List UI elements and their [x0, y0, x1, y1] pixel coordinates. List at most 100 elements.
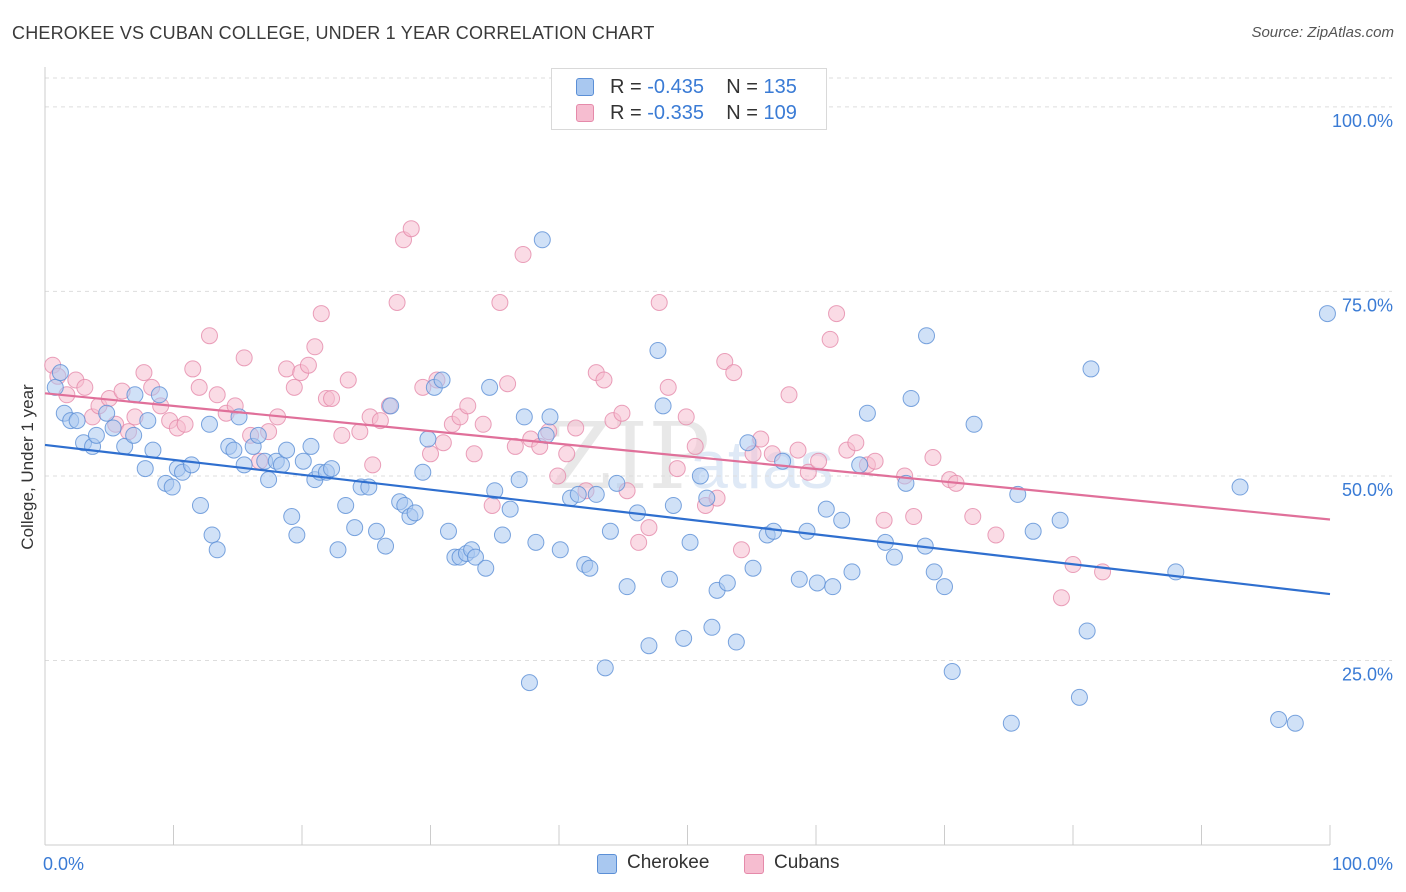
cubans-point	[549, 467, 567, 485]
cherokee-point	[739, 434, 757, 452]
cubans-legend-swatch	[744, 854, 764, 874]
cherokee-point	[765, 522, 783, 540]
cubans-point	[905, 508, 923, 526]
chart-title: CHEROKEE VS CUBAN COLLEGE, UNDER 1 YEAR …	[12, 23, 655, 43]
cherokee-point	[283, 508, 301, 526]
y-tick-label: 75.0%	[1342, 295, 1393, 315]
legend-r-value: -0.335	[647, 102, 704, 124]
cubans-point	[650, 294, 668, 311]
cherokee-point	[703, 618, 721, 636]
cherokee-point	[520, 674, 538, 692]
cubans-point	[875, 511, 893, 529]
legend-n-label: N =	[726, 76, 764, 98]
cherokee-point	[486, 482, 504, 500]
cubans-point	[402, 220, 420, 238]
cherokee-point	[885, 548, 903, 566]
cherokee-point	[925, 563, 943, 581]
cherokee-point	[302, 437, 320, 455]
cherokee-point	[1231, 478, 1249, 496]
cherokee-point	[272, 456, 290, 474]
cherokee-point	[346, 519, 364, 537]
cubans-point	[558, 445, 576, 463]
cubans-point	[514, 246, 532, 264]
cubans-point	[474, 415, 492, 433]
cherokee-point	[337, 496, 355, 514]
cubans-point	[306, 338, 324, 356]
cubans-point	[732, 541, 750, 559]
cherokee-point	[608, 474, 626, 492]
cherokee-point	[618, 578, 636, 596]
cherokee-legend-label: Cherokee	[627, 852, 710, 873]
cherokee-point	[182, 456, 200, 474]
cherokee-point	[817, 500, 835, 518]
cherokee-point	[225, 441, 243, 459]
cubans-point	[200, 327, 218, 345]
cherokee-point	[515, 408, 533, 426]
cubans-point	[135, 364, 153, 382]
cubans-point	[613, 404, 631, 422]
cherokee-point	[136, 460, 154, 478]
cherokee-point	[68, 412, 86, 430]
legend-n-value: 109	[763, 102, 797, 124]
cherokee-point	[439, 522, 457, 540]
cherokee-point	[208, 541, 226, 559]
cubans-point	[810, 452, 828, 470]
legend-n-value: 135	[763, 76, 797, 98]
cubans-point	[789, 441, 807, 459]
cherokee-point	[249, 426, 267, 444]
y-axis-label: College, Under 1 year	[18, 384, 37, 550]
cherokee-point	[466, 548, 484, 566]
cubans-point	[333, 426, 351, 444]
cubans-point	[371, 412, 389, 430]
legend-n-label: N =	[726, 102, 764, 124]
cherokee-point	[191, 496, 209, 514]
cherokee-point	[1024, 522, 1042, 540]
cubans-legend-label: Cubans	[774, 852, 840, 873]
cherokee-point	[824, 578, 842, 596]
cubans-point	[567, 419, 585, 437]
cubans-point	[686, 437, 704, 455]
cubans-point	[208, 386, 226, 404]
cherokee-point	[664, 496, 682, 514]
cubans-point	[499, 375, 517, 393]
cubans-point	[821, 330, 839, 348]
cherokee-point	[569, 485, 587, 503]
cubans-point	[422, 445, 439, 463]
cherokee-point	[681, 533, 699, 551]
cherokee-point	[698, 489, 716, 507]
cherokee-point	[541, 408, 559, 426]
cubans-point	[190, 378, 208, 396]
cherokee-point	[1009, 485, 1027, 503]
cherokee-point	[288, 526, 306, 544]
cherokee-point	[1070, 688, 1088, 706]
cherokee-point	[587, 485, 605, 503]
cherokee-point	[851, 456, 869, 474]
cherokee-point	[139, 412, 157, 430]
cherokee-point	[1270, 711, 1288, 729]
cherokee-point	[675, 629, 693, 647]
cubans-point	[388, 294, 406, 311]
cubans-point	[640, 519, 658, 537]
cherokee-point	[649, 341, 667, 359]
cherokee-point	[727, 633, 745, 651]
cherokee-point	[527, 533, 545, 551]
cherokee-point	[790, 570, 808, 588]
cubans-point	[176, 415, 194, 433]
cubans-point	[987, 526, 1005, 544]
cubans-point	[659, 378, 677, 396]
cherokee-point	[1082, 360, 1100, 378]
y-tick-label: 50.0%	[1342, 480, 1393, 500]
cherokee-point	[235, 456, 253, 474]
cherokee-point	[1051, 511, 1069, 529]
cubans-point	[866, 452, 884, 470]
cubans-point	[491, 294, 509, 311]
cherokee-point	[718, 574, 736, 592]
y-tick-label: 25.0%	[1342, 664, 1393, 684]
cubans-point	[323, 389, 341, 407]
cubans-point	[483, 496, 501, 514]
y-tick-label: 100.0%	[1332, 111, 1393, 131]
source-label: Source: ZipAtlas.com	[1251, 24, 1394, 41]
cubans-point	[630, 533, 648, 551]
cubans-trend-line	[44, 392, 1331, 521]
cherokee-point	[843, 563, 861, 581]
